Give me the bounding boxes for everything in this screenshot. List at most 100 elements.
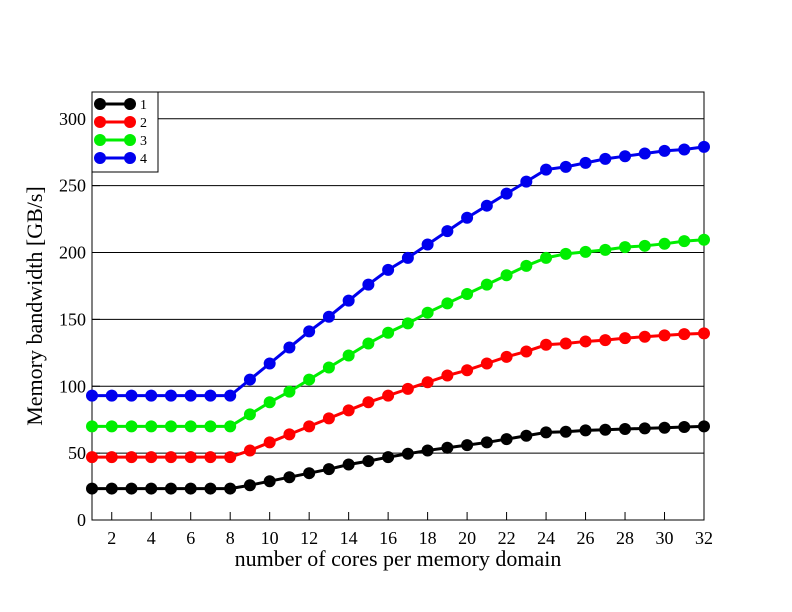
data-point [145, 420, 158, 433]
data-point [303, 467, 316, 480]
data-point [283, 428, 296, 441]
data-point [105, 389, 118, 402]
x-tick-label: 6 [186, 528, 195, 548]
data-point [86, 389, 98, 402]
data-point [540, 163, 553, 176]
data-point [658, 421, 671, 434]
data-point [421, 444, 434, 457]
data-point [520, 345, 533, 358]
legend-marker [124, 152, 136, 164]
data-point [698, 420, 710, 433]
data-point [579, 335, 592, 348]
data-point [599, 243, 612, 256]
data-point [461, 439, 474, 452]
data-point [480, 436, 493, 449]
data-point [125, 451, 138, 464]
x-tick-label: 20 [458, 528, 476, 548]
data-point [540, 338, 553, 351]
data-point [164, 389, 177, 402]
legend-marker [124, 134, 136, 146]
y-tick-label: 250 [59, 176, 86, 196]
x-tick-label: 8 [226, 528, 235, 548]
data-point [579, 424, 592, 437]
data-point [599, 423, 612, 436]
data-point [322, 361, 335, 374]
data-point [461, 364, 474, 377]
data-point [520, 429, 533, 442]
data-point [382, 326, 395, 339]
data-point [263, 396, 276, 409]
data-point [480, 278, 493, 291]
data-point [224, 389, 237, 402]
x-tick-label: 18 [419, 528, 437, 548]
data-point [382, 389, 395, 402]
data-point [322, 463, 335, 476]
x-tick-label: 4 [147, 528, 156, 548]
data-point [125, 482, 138, 495]
x-tick-label: 32 [695, 528, 713, 548]
data-point [125, 389, 138, 402]
data-point [559, 247, 572, 260]
series-line [92, 238, 705, 428]
data-point [283, 471, 296, 484]
data-point [658, 237, 671, 250]
x-tick-label: 26 [577, 528, 595, 548]
data-point [678, 421, 691, 434]
data-point [658, 329, 671, 342]
data-point [678, 235, 691, 248]
data-point [125, 420, 138, 433]
data-point [283, 341, 296, 354]
data-point [105, 482, 118, 495]
data-point [322, 310, 335, 323]
plot-frame [91, 91, 705, 521]
data-point [500, 187, 513, 200]
data-point [638, 330, 651, 343]
data-point [619, 241, 632, 254]
data-point [441, 441, 454, 454]
y-tick-label: 200 [59, 243, 86, 263]
data-point [480, 199, 493, 212]
x-tick-label: 14 [340, 528, 358, 548]
data-point [224, 451, 237, 464]
data-point [362, 278, 375, 291]
data-point [540, 251, 553, 264]
data-point [224, 420, 237, 433]
data-point [698, 327, 710, 340]
data-point [540, 426, 553, 439]
data-point [184, 420, 197, 433]
data-point [322, 412, 335, 425]
legend-marker [94, 152, 106, 164]
data-point [678, 328, 691, 341]
data-point [619, 332, 632, 345]
data-point [263, 357, 276, 370]
data-point [579, 156, 592, 169]
legend-label: 3 [140, 134, 147, 149]
data-point [421, 376, 434, 389]
x-tick-label: 22 [498, 528, 516, 548]
data-point [619, 150, 632, 163]
x-axis-label: number of cores per memory domain [235, 546, 562, 571]
legend-marker [94, 134, 106, 146]
legend-marker [124, 98, 136, 110]
data-point [698, 233, 710, 246]
data-point [461, 211, 474, 224]
data-point [243, 444, 256, 457]
y-tick-label: 100 [59, 376, 86, 396]
data-point [382, 263, 395, 276]
data-point [678, 143, 691, 156]
data-point [500, 269, 513, 282]
data-point [283, 385, 296, 398]
data-point [500, 433, 513, 446]
data-point [164, 420, 177, 433]
data-point [401, 317, 414, 330]
legend-label: 1 [140, 98, 147, 113]
data-point [362, 396, 375, 409]
data-point [105, 420, 118, 433]
data-point [698, 140, 710, 153]
series-line [92, 145, 705, 398]
data-point [520, 259, 533, 272]
x-tick-label: 30 [656, 528, 674, 548]
data-point [263, 436, 276, 449]
data-point [243, 479, 256, 492]
